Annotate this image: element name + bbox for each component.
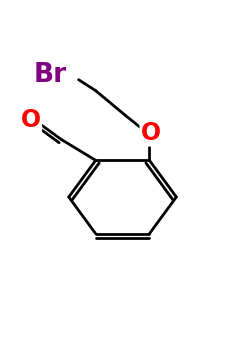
Text: O: O xyxy=(140,121,161,146)
Text: Br: Br xyxy=(33,62,66,88)
Text: O: O xyxy=(21,108,41,132)
